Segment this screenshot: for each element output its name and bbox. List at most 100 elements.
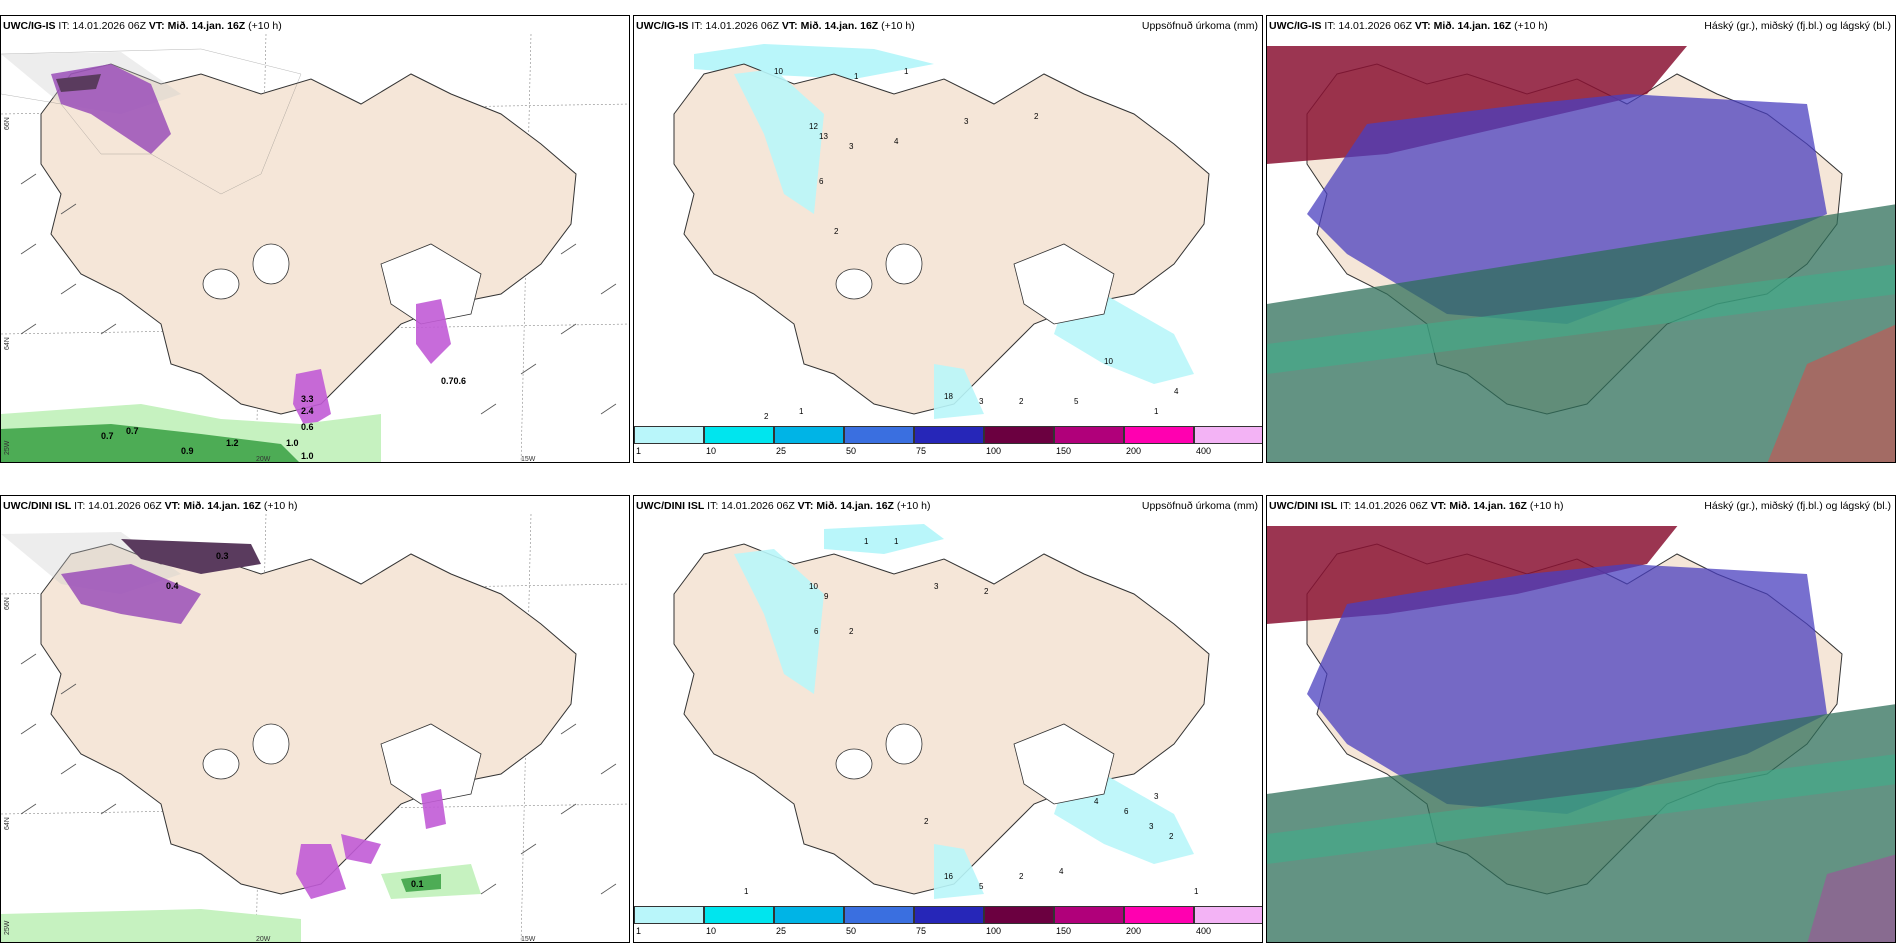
precip-value: 3 xyxy=(979,397,984,406)
precip-value: 1 xyxy=(1194,887,1199,896)
panel-precip-row2: UWC/DINI ISL IT: 14.01.2026 06Z VT: Mið.… xyxy=(633,495,1263,943)
precip-value: 10 xyxy=(809,582,818,591)
precip-value: 10 xyxy=(774,67,783,76)
precip-value: 4 xyxy=(1094,797,1099,806)
precip-value: 2 xyxy=(1019,397,1024,406)
precip-value: 4 xyxy=(1059,867,1064,876)
cloud-map xyxy=(1267,514,1895,942)
cloud-title: Háský (gr.), miðský (fj.bl.) og lágský (… xyxy=(1704,20,1891,32)
precip-value: 16 xyxy=(944,872,953,881)
wind-value: 0.70.6 xyxy=(441,376,466,386)
legend-label: 75 xyxy=(916,926,927,936)
precip-value: 3 xyxy=(849,142,854,151)
precip-value: 2 xyxy=(834,227,839,236)
legend-swatch xyxy=(914,426,984,444)
precip-value: 2 xyxy=(1034,112,1039,121)
precip-value: 4 xyxy=(894,137,899,146)
lon-label: 20W xyxy=(256,936,271,943)
wind-map: 0.7 0.7 0.9 1.2 1.0 1.0 0.6 0.70.6 3.3 2… xyxy=(1,34,629,463)
cloud-title: Háský (gr.), miðský (fj.bl.) og lágský (… xyxy=(1704,500,1891,512)
legend-label: 10 xyxy=(706,926,717,936)
precip-value: 2 xyxy=(924,817,929,826)
wind-value: 1.0 xyxy=(301,451,314,461)
precip-value: 2 xyxy=(1169,832,1174,841)
precip-value: 2 xyxy=(984,587,989,596)
lat-label: 25W xyxy=(4,440,11,455)
legend-swatch xyxy=(1054,426,1124,444)
precip-value: 1 xyxy=(864,537,869,546)
lat-label: 25W xyxy=(4,920,11,935)
legend-swatch xyxy=(844,426,914,444)
legend-label: 200 xyxy=(1126,926,1142,936)
precip-map: 1 1 10 12 13 6 3 2 4 3 2 10 4 18 3 2 5 1… xyxy=(634,34,1262,424)
legend-swatch xyxy=(844,906,914,924)
wind-value: 3.3 xyxy=(301,394,314,404)
legend-swatch xyxy=(1194,426,1262,444)
precip-value: 6 xyxy=(819,177,824,186)
legend-swatch xyxy=(914,906,984,924)
legend-swatch xyxy=(984,906,1054,924)
precip-value: 13 xyxy=(819,132,828,141)
precip-value: 1 xyxy=(854,72,859,81)
precip-value: 3 xyxy=(1154,792,1159,801)
panel-cloud-row2: UWC/DINI ISL IT: 14.01.2026 06Z VT: Mið.… xyxy=(1266,495,1896,943)
precip-value: 12 xyxy=(809,122,818,131)
wind-value: 2.4 xyxy=(301,406,314,416)
precip-value: 2 xyxy=(1019,872,1024,881)
legend-swatch xyxy=(634,426,704,444)
legend-swatch xyxy=(1054,906,1124,924)
iceland-landmass xyxy=(40,543,577,895)
wind-value: 0.9 xyxy=(181,446,194,456)
panel-header: UWC/DINI ISL IT: 14.01.2026 06Z VT: Mið.… xyxy=(1269,500,1564,512)
precip-value: 1 xyxy=(904,67,909,76)
legend-label: 25 xyxy=(776,926,787,936)
legend-label: 100 xyxy=(986,926,1002,936)
precip-title: Uppsöfnuð úrkoma (mm) xyxy=(1141,500,1258,512)
wind-value: 1.2 xyxy=(226,438,239,448)
precip-value: 5 xyxy=(979,882,984,891)
panel-wind-row1: UWC/IG-IS IT: 14.01.2026 06Z VT: Mið. 14… xyxy=(0,15,630,463)
legend-swatch xyxy=(704,906,774,924)
legend-swatch xyxy=(984,426,1054,444)
legend-swatch xyxy=(634,906,704,924)
panel-header: UWC/DINI ISL IT: 14.01.2026 06Z VT: Mið.… xyxy=(636,500,931,512)
lon-label: 20W xyxy=(256,456,271,463)
wind-value: 0.6 xyxy=(301,422,314,432)
panel-cloud-row1: UWC/IG-IS IT: 14.01.2026 06Z VT: Mið. 14… xyxy=(1266,15,1896,463)
iceland-landmass xyxy=(40,63,577,415)
panel-precip-row1: UWC/IG-IS IT: 14.01.2026 06Z VT: Mið. 14… xyxy=(633,15,1263,463)
wind-value: 1.0 xyxy=(286,438,299,448)
legend-label: 1 xyxy=(636,926,642,936)
legend-label: 75 xyxy=(916,446,927,456)
legend-label: 10 xyxy=(706,446,717,456)
precip-value: 9 xyxy=(824,592,829,601)
legend-label: 150 xyxy=(1056,446,1072,456)
legend-label: 400 xyxy=(1196,446,1212,456)
precip-value: 10 xyxy=(1104,357,1113,366)
wind-value: 0.4 xyxy=(166,581,179,591)
legend-label: 200 xyxy=(1126,446,1142,456)
panel-header: UWC/IG-IS IT: 14.01.2026 06Z VT: Mið. 14… xyxy=(3,20,282,32)
precip-value: 1 xyxy=(799,407,804,416)
legend-swatch xyxy=(704,426,774,444)
legend-label: 50 xyxy=(846,446,857,456)
legend-label: 1 xyxy=(636,446,642,456)
lon-label: 15W xyxy=(521,936,536,943)
legend-label: 50 xyxy=(846,926,857,936)
precip-value: 5 xyxy=(1074,397,1079,406)
panel-header: UWC/DINI ISL IT: 14.01.2026 06Z VT: Mið.… xyxy=(3,500,298,512)
lon-label: 15W xyxy=(521,456,536,463)
legend-label: 100 xyxy=(986,446,1002,456)
panel-wind-row2: UWC/DINI ISL IT: 14.01.2026 06Z VT: Mið.… xyxy=(0,495,630,943)
wind-value: 0.7 xyxy=(101,431,114,441)
legend-label: 150 xyxy=(1056,926,1072,936)
precip-map: 1 1 10 9 6 2 3 2 4 3 6 3 2 16 5 2 4 1 2 … xyxy=(634,514,1262,904)
legend-swatch xyxy=(774,426,844,444)
wind-map: 0.3 0.4 0.1 66N 64N 25W 20W 15W xyxy=(1,514,629,943)
precip-title: Uppsöfnuð úrkoma (mm) xyxy=(1141,20,1258,32)
precip-value: 18 xyxy=(944,392,953,401)
lat-label: 64N xyxy=(4,337,11,350)
panel-header: UWC/IG-IS IT: 14.01.2026 06Z VT: Mið. 14… xyxy=(636,20,915,32)
precip-legend: 1 10 25 50 75 100 150 200 400 xyxy=(634,902,1262,942)
lat-label: 64N xyxy=(4,817,11,830)
